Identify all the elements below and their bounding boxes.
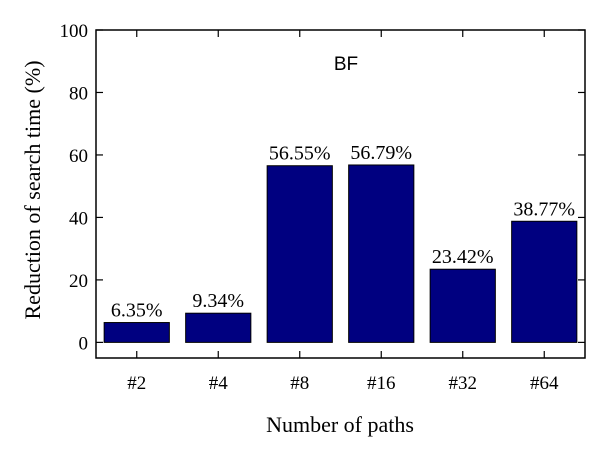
y-axis: 0 20 40 60 80 100 [60, 21, 585, 354]
bar-value-label: 38.77% [513, 198, 575, 220]
bar-value-label: 23.42% [432, 246, 494, 268]
y-tick-label: 80 [69, 83, 88, 104]
bar [348, 164, 415, 343]
bar-value-label: 56.79% [350, 142, 412, 164]
x-tick-label: #2 [127, 373, 146, 394]
bar [185, 312, 252, 343]
bar [266, 165, 333, 343]
y-tick-label: 20 [69, 271, 88, 292]
y-axis-label: Reduction of search time (%) [20, 60, 45, 319]
y-tick-label: 60 [69, 146, 88, 167]
data-labels: 6.35% 9.34% 56.55% 56.79% 23.42% 38.77% [111, 142, 575, 322]
x-axis: #2 #4 #8 #16 #32 #64 [127, 30, 559, 394]
chart-title: BF [334, 54, 358, 75]
x-tick-label: #8 [290, 373, 309, 394]
bar-value-label: 9.34% [192, 290, 244, 312]
plot-frame [95, 29, 586, 359]
bar [429, 268, 496, 343]
bar-value-label: 6.35% [111, 300, 163, 322]
bar [511, 220, 578, 343]
x-tick-label: #32 [449, 373, 478, 394]
x-tick-label: #16 [367, 373, 396, 394]
x-tick-label: #4 [209, 373, 229, 394]
y-tick-label: 40 [69, 208, 88, 229]
x-tick-label: #64 [530, 373, 559, 394]
x-axis-label: Number of paths [266, 412, 414, 437]
y-tick-label: 100 [60, 21, 89, 42]
bar-value-label: 56.55% [269, 143, 331, 165]
y-tick-label: 0 [79, 333, 89, 354]
bars [103, 164, 578, 343]
bar [103, 322, 170, 343]
